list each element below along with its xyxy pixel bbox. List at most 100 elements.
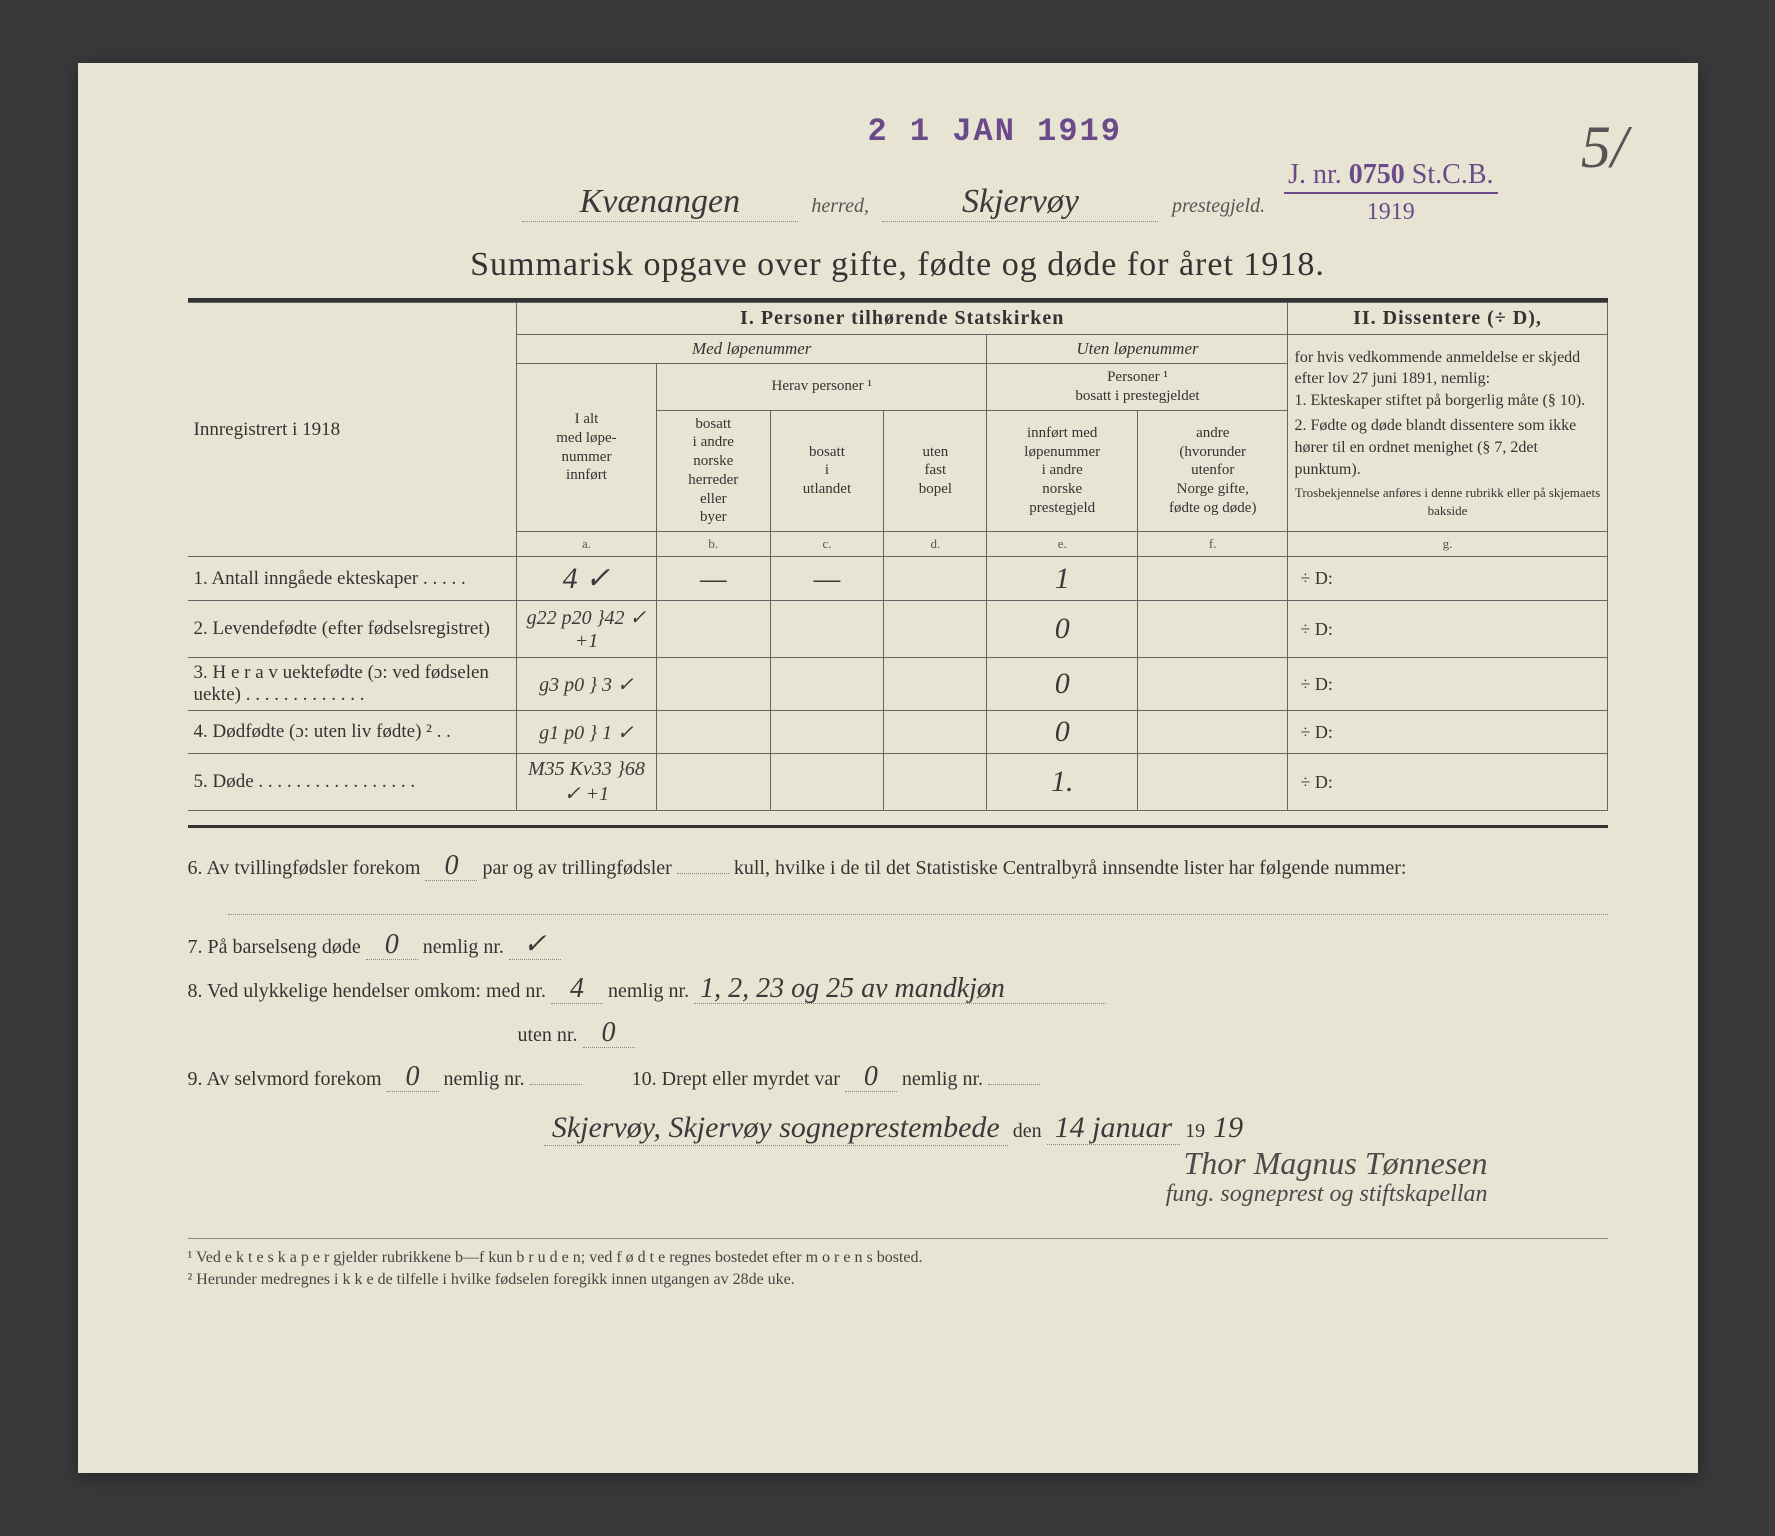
received-date-stamp: 2 1 JAN 1919 [868, 113, 1122, 150]
prestegjeld-value: Skjervøy [882, 183, 1158, 222]
q7-b: nemlig nr. [423, 936, 504, 958]
journal-number-stamp: J. nr. 0750 St.C.B. 1919 [1284, 158, 1497, 227]
q6-a: 6. Av tvillingfødsler forekom [188, 857, 421, 879]
q8-line2: uten nr. 0 [188, 1013, 1608, 1057]
col-a-head: I alt med løpe- nummer innført [516, 364, 656, 532]
form-title: Summarisk opgave over gifte, fødte og dø… [188, 246, 1608, 284]
row4-g: ÷ D: [1288, 711, 1607, 754]
row4-e: 0 [987, 711, 1138, 754]
q9-val: 0 [387, 1063, 439, 1092]
q6-list-line [228, 894, 1608, 915]
q10-b: nemlig nr. [902, 1068, 983, 1090]
row3-b [656, 658, 770, 711]
q8-b: nemlig nr. [608, 980, 689, 1002]
q9-blank [530, 1084, 582, 1085]
table-bottom-rule [188, 825, 1608, 828]
personer-bosatt-head: Personer ¹ bosatt i prestegjeldet [987, 364, 1288, 411]
col-b-head: bosatt i andre norske herreder eller bye… [656, 410, 770, 532]
row3-f [1137, 658, 1288, 711]
row4-label: 4. Dødfødte (ɔ: uten liv fødte) ² . . [188, 711, 517, 754]
q8-c: uten nr. [518, 1024, 578, 1046]
q10-val: 0 [845, 1063, 897, 1092]
col-d-head: uten fast bopel [884, 410, 987, 532]
q7-val: 0 [366, 931, 418, 960]
row1-c: — [770, 557, 884, 601]
row4-d [884, 711, 987, 754]
col-e-letter: e. [987, 532, 1138, 557]
q9-b: nemlig nr. [444, 1068, 525, 1090]
row4-a: g1 p0 } 1 ✓ [516, 711, 656, 754]
col-f-head: andre (hvorunder utenfor Norge gifte, fø… [1137, 410, 1288, 532]
q9-a: 9. Av selvmord forekom [188, 1068, 382, 1090]
row1-a: 4 ✓ [516, 557, 656, 601]
row4-f [1137, 711, 1288, 754]
document-paper: 2 1 JAN 1919 J. nr. 0750 St.C.B. 1919 5/… [78, 63, 1698, 1473]
col-g-letter: g. [1288, 532, 1607, 557]
row3-g: ÷ D: [1288, 658, 1607, 711]
row3-a: g3 p0 } 3 ✓ [516, 658, 656, 711]
jnr-year: 1919 [1367, 199, 1415, 225]
col-d-letter: d. [884, 532, 987, 557]
table-row: 5. Døde . . . . . . . . . . . . . . . . … [188, 754, 1608, 811]
row5-d [884, 754, 987, 811]
row1-b: — [656, 557, 770, 601]
signing-line: Skjervøy, Skjervøy sogneprestembede den … [188, 1111, 1608, 1146]
signature-name: Thor Magnus Tønnesen [188, 1146, 1488, 1181]
jnr-prefix: J. nr. [1288, 159, 1342, 190]
q6-blank [677, 873, 729, 874]
diss-item2: 2. Fødte og døde blandt dissentere som i… [1294, 415, 1600, 480]
q6-b: par og av trillingfødsler [482, 857, 671, 879]
row1-g: ÷ D: [1288, 557, 1607, 601]
row2-a: g22 p20 }42 ✓ +1 [516, 601, 656, 658]
row4-b [656, 711, 770, 754]
row5-c [770, 754, 884, 811]
q8-line: 8. Ved ulykkelige hendelser omkom: med n… [188, 969, 1608, 1013]
row1-e: 1 [987, 557, 1138, 601]
q6-line: 6. Av tvillingfødsler forekom 0 par og a… [188, 846, 1608, 890]
sign-year-prefix: 19 [1185, 1120, 1205, 1142]
footnote-1: ¹ Ved e k t e s k a p e r gjelder rubrik… [188, 1249, 1608, 1267]
jnr-suffix: St.C.B. [1412, 159, 1494, 190]
col-e-head: innført med løpenummer i andre norske pr… [987, 410, 1138, 532]
row1-d [884, 557, 987, 601]
row5-b [656, 754, 770, 811]
table-row: 2. Levendefødte (efter fødselsregistret)… [188, 601, 1608, 658]
row2-b [656, 601, 770, 658]
q7-a: 7. På barselseng døde [188, 936, 361, 958]
row5-label: 5. Døde . . . . . . . . . . . . . . . . … [188, 754, 517, 811]
q8-med: 4 [551, 975, 603, 1004]
col-b-letter: b. [656, 532, 770, 557]
herav-head: Herav personer ¹ [656, 364, 987, 411]
sign-date: 14 januar [1047, 1111, 1181, 1145]
q7-line: 7. På barselseng døde 0 nemlig nr. ✓ [188, 925, 1608, 969]
page-background: 2 1 JAN 1919 J. nr. 0750 St.C.B. 1919 5/… [0, 0, 1775, 1536]
prestegjeld-label: prestegjeld. [1172, 195, 1265, 217]
row1-f [1137, 557, 1288, 601]
footnotes: ¹ Ved e k t e s k a p e r gjelder rubrik… [188, 1238, 1608, 1289]
page-number-handwritten: 5/ [1581, 113, 1628, 182]
q6-c: kull, hvilke i de til det Statistiske Ce… [734, 857, 1407, 879]
section1-head: I. Personer tilhørende Statskirken [516, 303, 1288, 335]
dissenter-note: for hvis vedkommende anmeldelse er skjed… [1288, 335, 1607, 532]
table-row: 4. Dødfødte (ɔ: uten liv fødte) ² . . g1… [188, 711, 1608, 754]
col-c-letter: c. [770, 532, 884, 557]
row3-d [884, 658, 987, 711]
row2-f [1137, 601, 1288, 658]
q10-a: 10. Drept eller myrdet var [632, 1068, 840, 1090]
jnr-number: 0750 [1349, 159, 1405, 190]
innreg-label: Innregistrert i 1918 [188, 303, 517, 557]
table-row: 1. Antall inngåede ekteskaper . . . . . … [188, 557, 1608, 601]
row1-label: 1. Antall inngåede ekteskaper . . . . . [188, 557, 517, 601]
row5-e: 1. [987, 754, 1138, 811]
q9-q10-line: 9. Av selvmord forekom 0 nemlig nr. 10. … [188, 1057, 1608, 1101]
diss-intro: for hvis vedkommende anmeldelse er skjed… [1294, 347, 1600, 390]
row3-e: 0 [987, 658, 1138, 711]
sign-place: Skjervøy, Skjervøy sogneprestembede [544, 1111, 1008, 1146]
col-f-letter: f. [1137, 532, 1288, 557]
q8-list: 1, 2, 23 og 25 av mandkjøn [694, 975, 1106, 1004]
sign-den: den [1013, 1120, 1042, 1142]
q10-blank [988, 1084, 1040, 1085]
q8-a: 8. Ved ulykkelige hendelser omkom: med n… [188, 980, 546, 1002]
row3-c [770, 658, 884, 711]
col-a-letter: a. [516, 532, 656, 557]
